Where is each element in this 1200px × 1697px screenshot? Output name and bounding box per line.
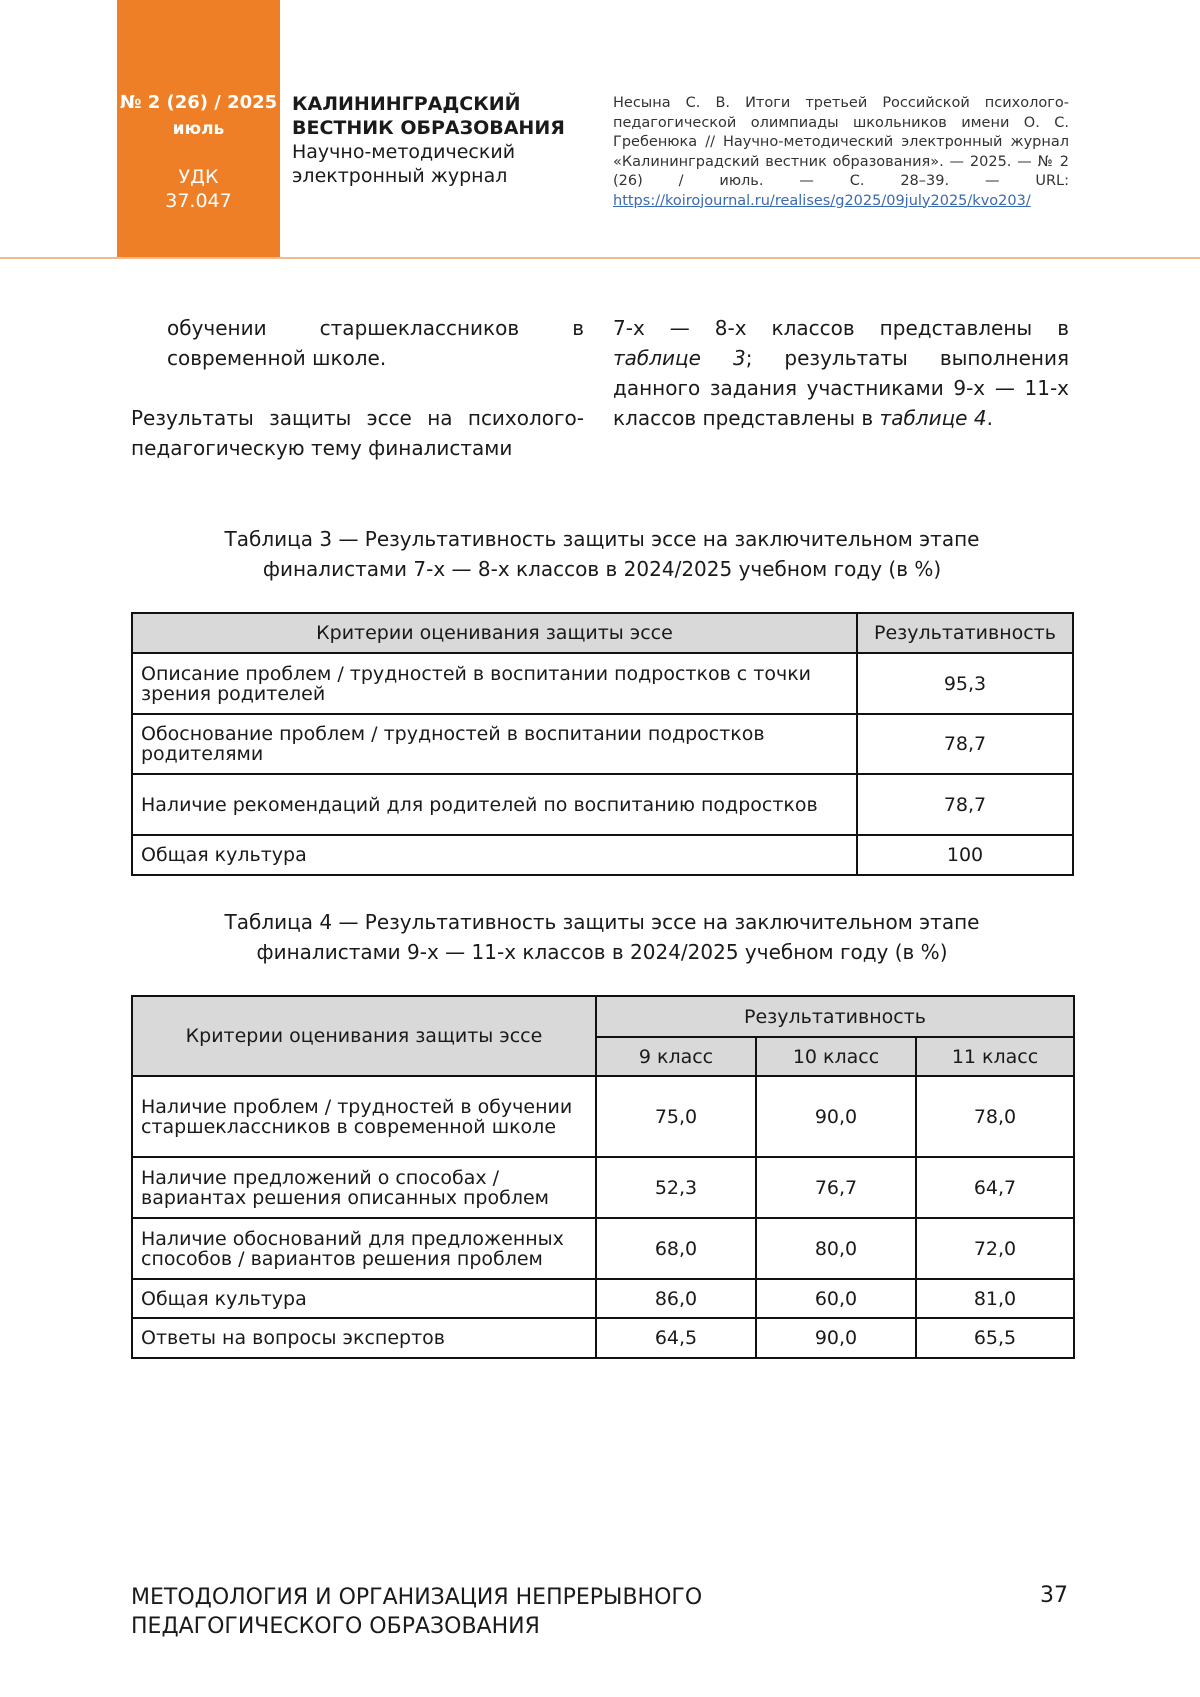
cell: 52,3	[596, 1157, 756, 1218]
journal-title-line1: КАЛИНИНГРАДСКИЙ	[292, 92, 565, 116]
journal-title-line2: ВЕСТНИК ОБРАЗОВАНИЯ	[292, 116, 565, 140]
citation: Несына С. В. Итоги третьей Российской пс…	[613, 94, 1069, 211]
paragraph: 7-х — 8-х классов представлены в таблице…	[613, 313, 1069, 433]
page-number: 37	[1040, 1583, 1068, 1608]
table-row: Описание проблем / трудностей в воспитан…	[132, 653, 1073, 714]
table-row: Наличие проблем / трудностей в обучении …	[132, 1076, 1074, 1157]
journal-title: КАЛИНИНГРАДСКИЙ ВЕСТНИК ОБРАЗОВАНИЯ Науч…	[292, 92, 565, 188]
footer-line: ПЕДАГОГИЧЕСКОГО ОБРАЗОВАНИЯ	[131, 1612, 702, 1641]
table-row: Ответы на вопросы экспертов64,590,065,5	[132, 1318, 1074, 1358]
cell: 95,3	[857, 653, 1073, 714]
column-header: 10 класс	[756, 1037, 916, 1076]
column-group-header: Результативность	[596, 996, 1074, 1037]
cell: 100	[857, 835, 1073, 875]
cell: 81,0	[916, 1279, 1074, 1318]
cell: 68,0	[596, 1218, 756, 1279]
cell: Ответы на вопросы экспертов	[132, 1318, 596, 1358]
table-row: Наличие предложений о способах / вариант…	[132, 1157, 1074, 1218]
cell: 72,0	[916, 1218, 1074, 1279]
column-header: 11 класс	[916, 1037, 1074, 1076]
text: 7-х — 8-х классов представлены в	[613, 316, 1069, 340]
table-reference: таблице 3	[613, 346, 746, 370]
journal-subtitle-line1: Научно-методический	[292, 140, 565, 164]
cell: 78,0	[916, 1076, 1074, 1157]
table-row: Общая культура86,060,081,0	[132, 1279, 1074, 1318]
table4-caption: Таблица 4 — Результативность защиты эссе…	[131, 907, 1073, 967]
cell: 65,5	[916, 1318, 1074, 1358]
cell: 76,7	[756, 1157, 916, 1218]
cell: Общая культура	[132, 1279, 596, 1318]
cell: 90,0	[756, 1318, 916, 1358]
paragraph: Результаты защиты эссе на психолого-педа…	[131, 403, 584, 463]
cell: 64,5	[596, 1318, 756, 1358]
cell: Обоснование проблем / трудностей в воспи…	[132, 714, 857, 774]
table-row: Наличие обоснований для предложенных спо…	[132, 1218, 1074, 1279]
cell: Наличие проблем / трудностей в обучении …	[132, 1076, 596, 1157]
column-header: Критерии оценивания защиты эссе	[132, 996, 596, 1076]
table-row: Общая культура100	[132, 835, 1073, 875]
table-row: Обоснование проблем / трудностей в воспи…	[132, 714, 1073, 774]
issue-month: июль	[117, 119, 280, 139]
issue-badge: № 2 (26) / 2025 июль УДК 37.047	[117, 0, 280, 257]
caption-line: Таблица 4 — Результативность защиты эссе…	[131, 907, 1073, 937]
table3: Критерии оценивания защиты эссеРезультат…	[131, 612, 1074, 876]
footer-line: МЕТОДОЛОГИЯ И ОРГАНИЗАЦИЯ НЕПРЕРЫВНОГО	[131, 1583, 702, 1612]
cell: 75,0	[596, 1076, 756, 1157]
table3-caption: Таблица 3 — Результативность защиты эссе…	[131, 524, 1073, 584]
body-column-right: 7-х — 8-х классов представлены в таблице…	[613, 313, 1069, 433]
udk-label: УДК	[117, 166, 280, 188]
cell: 64,7	[916, 1157, 1074, 1218]
cell: 78,7	[857, 774, 1073, 835]
cell: Наличие рекомендаций для родителей по во…	[132, 774, 857, 835]
cell: 90,0	[756, 1076, 916, 1157]
table-row: Наличие рекомендаций для родителей по во…	[132, 774, 1073, 835]
footer-section-title: МЕТОДОЛОГИЯ И ОРГАНИЗАЦИЯ НЕПРЕРЫВНОГО П…	[131, 1583, 702, 1641]
cell: Общая культура	[132, 835, 857, 875]
udk-code: 37.047	[117, 190, 280, 212]
paragraph: обучении старшеклассников в современной …	[131, 313, 584, 373]
cell: 86,0	[596, 1279, 756, 1318]
citation-text: Несына С. В. Итоги третьей Российской пс…	[613, 95, 1069, 189]
cell: Наличие предложений о способах / вариант…	[132, 1157, 596, 1218]
header-divider	[0, 257, 1200, 259]
cell: 78,7	[857, 714, 1073, 774]
column-header: 9 класс	[596, 1037, 756, 1076]
caption-line: Таблица 3 — Результативность защиты эссе…	[131, 524, 1073, 554]
table-reference: таблице 4	[880, 406, 987, 430]
body-column-left: обучении старшеклассников в современной …	[131, 313, 584, 463]
cell: Описание проблем / трудностей в воспитан…	[132, 653, 857, 714]
journal-subtitle-line2: электронный журнал	[292, 164, 565, 188]
column-header: Результативность	[857, 613, 1073, 653]
cell: 80,0	[756, 1218, 916, 1279]
caption-line: финалистами 9-х — 11-х классов в 2024/20…	[131, 937, 1073, 967]
cell: Наличие обоснований для предложенных спо…	[132, 1218, 596, 1279]
column-header: Критерии оценивания защиты эссе	[132, 613, 857, 653]
text: .	[987, 406, 993, 430]
caption-line: финалистами 7-х — 8-х классов в 2024/202…	[131, 554, 1073, 584]
citation-link[interactable]: https://koirojournal.ru/realises/g2025/0…	[613, 193, 1031, 209]
cell: 60,0	[756, 1279, 916, 1318]
table4: Критерии оценивания защиты эссеРезультат…	[131, 995, 1075, 1359]
issue-number: № 2 (26) / 2025	[117, 92, 280, 113]
